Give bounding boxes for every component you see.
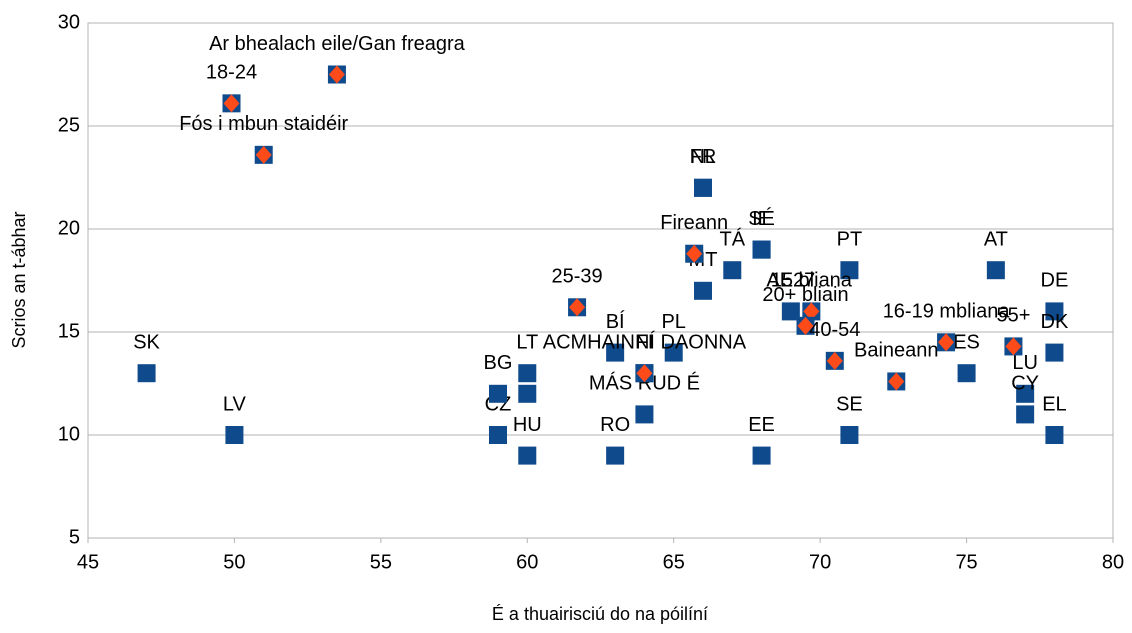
- x-tick-label: 80: [1102, 551, 1124, 573]
- point-label: 25-39: [551, 266, 602, 288]
- point-label: SE: [836, 393, 863, 415]
- point-label: 40-54: [809, 319, 860, 341]
- y-tick-label: 25: [58, 114, 80, 136]
- x-tick-label: 75: [955, 551, 977, 573]
- point-label: RO: [600, 414, 630, 436]
- point-label: SK: [133, 331, 160, 353]
- point-label: PL: [661, 311, 685, 333]
- point-label: SÉ: [748, 207, 775, 230]
- point: [797, 316, 814, 335]
- y-tick-label: 10: [58, 423, 80, 445]
- point-label: DE: [1041, 270, 1069, 292]
- point-label: FI: [636, 331, 654, 353]
- point-label: MÁS RUD É: [589, 372, 700, 395]
- point: [1045, 343, 1064, 362]
- point-label: HU: [513, 414, 542, 436]
- point-label: 55+: [996, 305, 1030, 327]
- y-tick-label: 15: [58, 320, 80, 342]
- point-label: NL: [690, 146, 716, 168]
- point: [723, 261, 742, 280]
- y-tick-label: 30: [58, 11, 80, 33]
- point-label: BÍ: [606, 310, 625, 333]
- point: [781, 302, 800, 321]
- point-label: CY: [1011, 373, 1039, 395]
- point: [694, 178, 712, 197]
- point-label: 15 bliana: [771, 270, 853, 292]
- x-tick-label: 65: [663, 551, 685, 573]
- point-label: ACMHAINNÍ DAONNA: [543, 330, 747, 353]
- point: [255, 145, 272, 164]
- point-label: Fireann: [660, 212, 728, 234]
- point-label: EE: [748, 414, 775, 436]
- point: [223, 94, 240, 113]
- point: [569, 298, 586, 317]
- point-label: 20+ bliain: [762, 284, 848, 306]
- point: [752, 240, 771, 259]
- x-tick-label: 60: [516, 551, 538, 573]
- point: [803, 302, 820, 321]
- point: [1045, 426, 1064, 444]
- point: [694, 281, 712, 300]
- point-label: AE27: [766, 270, 815, 292]
- point-label: FR: [690, 146, 717, 168]
- point: [225, 426, 244, 444]
- x-axis-title: É a thuairisciú do na póilíní: [492, 604, 708, 624]
- plot-frame: [87, 22, 1114, 539]
- point: [938, 333, 955, 352]
- point: [840, 426, 859, 444]
- point-label: LV: [223, 393, 247, 415]
- point-label: DK: [1041, 311, 1069, 333]
- y-axis-title: Scrios an t-ábhar: [9, 211, 29, 348]
- point: [888, 372, 905, 391]
- point: [518, 384, 537, 403]
- point: [1016, 384, 1035, 403]
- point: [752, 446, 771, 465]
- point-label: Fós i mbun staidéir: [179, 113, 348, 135]
- point: [489, 426, 507, 444]
- point-label: LU: [1012, 352, 1038, 374]
- point: [137, 364, 156, 383]
- point-label: AT: [984, 228, 1008, 250]
- point-label: EL: [1042, 393, 1066, 415]
- x-tick-label: 45: [77, 551, 99, 573]
- point: [606, 343, 625, 362]
- point-label: BG: [484, 352, 513, 374]
- point: [1045, 302, 1064, 321]
- point: [489, 384, 507, 403]
- point-label: IE: [752, 208, 771, 230]
- point-label: LT: [516, 331, 538, 353]
- y-tick-label: 5: [69, 526, 80, 548]
- point: [957, 364, 976, 383]
- point: [686, 244, 703, 263]
- point-label: TÁ: [720, 227, 746, 250]
- point: [664, 343, 683, 362]
- point: [635, 405, 654, 424]
- point-label: PT: [837, 228, 863, 250]
- x-tick-label: 50: [223, 551, 245, 573]
- point: [826, 351, 843, 370]
- point: [1016, 405, 1035, 424]
- point: [606, 446, 625, 465]
- point-label: 18-24: [206, 62, 257, 84]
- point: [986, 261, 1005, 280]
- x-tick-label: 55: [370, 551, 392, 573]
- point: [840, 261, 859, 280]
- point: [518, 364, 537, 383]
- point-label: Ar bhealach eile/Gan freagra: [209, 33, 466, 55]
- point-label: ES: [953, 331, 980, 353]
- point: [328, 65, 345, 84]
- point: [518, 446, 537, 465]
- point: [636, 364, 653, 383]
- x-tick-label: 70: [809, 551, 831, 573]
- y-tick-label: 20: [58, 217, 80, 239]
- point: [1005, 337, 1022, 356]
- point-label: Baineann: [854, 340, 939, 362]
- point-label: 16-19 mbliana: [883, 301, 1011, 323]
